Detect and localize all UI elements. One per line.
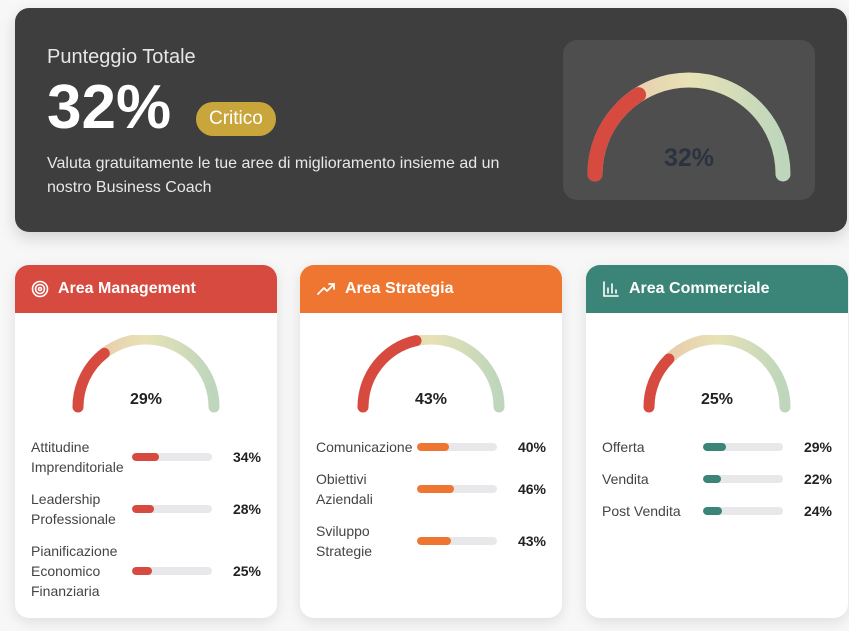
metric-progress-fill — [703, 475, 721, 483]
gauge-value: 29% — [129, 391, 163, 408]
metric-label: Leadership Professionale — [31, 491, 116, 527]
metric-label: Vendita — [602, 471, 649, 487]
metric-row: Attitudine Imprenditoriale 34% — [31, 437, 261, 477]
gauge-fill — [72, 335, 220, 413]
gauge-svg — [587, 72, 791, 182]
hero-description: Valuta gratuitamente le tue aree di migl… — [47, 155, 500, 196]
gauge-fill — [587, 72, 791, 182]
gauge-value: 43% — [414, 391, 448, 408]
metric-label: Attitudine Imprenditoriale — [31, 439, 124, 475]
area-card-header: Area Strategia — [300, 265, 562, 313]
metric-value: 29% — [803, 439, 832, 455]
area-title: Area Management — [58, 280, 196, 297]
metric-progress-fill — [417, 485, 454, 493]
gauge-fill — [643, 335, 791, 413]
metric-progress-bar — [417, 443, 497, 451]
metric-row: Pianificazione Economico Finanziaria 25% — [31, 541, 261, 601]
area-title: Area Commerciale — [629, 280, 770, 297]
metric-progress-bar — [132, 453, 212, 461]
metric-row: Obiettivi Aziendali 46% — [316, 469, 546, 509]
total-score-value: 32% — [47, 73, 172, 142]
gauge-value: 32% — [663, 144, 715, 172]
area-card: Area Commerciale 25% Offerta 29% Vendita… — [586, 265, 848, 618]
metric-progress-fill — [132, 505, 155, 513]
metric-progress-fill — [417, 443, 449, 451]
metric-progress-bar — [703, 475, 783, 483]
metric-progress-bar — [703, 443, 783, 451]
gauge-value: 25% — [700, 391, 734, 408]
gauge-svg — [357, 335, 505, 413]
metric-label: Obiettivi Aziendali — [316, 471, 373, 507]
gauge-svg — [643, 335, 791, 413]
metric-progress-bar — [417, 485, 497, 493]
metric-label: Offerta — [602, 439, 645, 455]
metric-value: 24% — [803, 503, 832, 519]
area-card-header: Area Management — [15, 265, 277, 313]
metric-row: Leadership Professionale 28% — [31, 489, 261, 529]
gauge-svg — [72, 335, 220, 413]
metric-value: 25% — [232, 563, 261, 579]
metric-progress-fill — [703, 443, 727, 451]
target-icon — [31, 280, 49, 298]
metric-progress-fill — [132, 453, 160, 461]
status-badge: Critico — [196, 102, 276, 136]
area-card: Area Management 29% Attitudine Imprendit… — [15, 265, 277, 618]
metric-progress-bar — [132, 505, 212, 513]
metric-row: Sviluppo Strategie 43% — [316, 521, 546, 561]
metric-progress-bar — [132, 567, 212, 575]
trending-up-icon — [316, 280, 336, 298]
metric-label: Comunicazione — [316, 439, 413, 455]
metric-progress-fill — [132, 567, 152, 575]
total-score-panel: Punteggio Totale 32% Critico Valuta grat… — [15, 8, 847, 232]
metric-label: Pianificazione Economico Finanziaria — [31, 543, 118, 599]
metric-row: Offerta 29% — [602, 437, 832, 457]
metric-row: Vendita 22% — [602, 469, 832, 489]
total-gauge: 32% — [563, 40, 815, 200]
gauge-fill — [357, 335, 505, 413]
metric-label: Post Vendita — [602, 503, 681, 519]
metric-value: 40% — [517, 439, 546, 455]
metric-label: Sviluppo Strategie — [316, 523, 373, 559]
area-gauge: 25% — [586, 313, 848, 425]
area-card: Area Strategia 43% Comunicazione 40% Obi… — [300, 265, 562, 618]
metric-value: 46% — [517, 481, 546, 497]
metric-row: Post Vendita 24% — [602, 501, 832, 521]
metric-value: 43% — [517, 533, 546, 549]
area-card-header: Area Commerciale — [586, 265, 848, 313]
metric-row: Comunicazione 40% — [316, 437, 546, 457]
metric-value: 28% — [232, 501, 261, 517]
metric-progress-bar — [703, 507, 783, 515]
metric-progress-bar — [417, 537, 497, 545]
metric-progress-fill — [703, 507, 723, 515]
area-gauge: 43% — [300, 313, 562, 425]
metric-value: 22% — [803, 471, 832, 487]
metric-progress-fill — [417, 537, 452, 545]
metric-value: 34% — [232, 449, 261, 465]
bar-chart-icon — [602, 280, 620, 298]
area-title: Area Strategia — [345, 280, 454, 297]
total-score-label: Punteggio Totale — [47, 46, 196, 68]
area-gauge: 29% — [15, 313, 277, 425]
